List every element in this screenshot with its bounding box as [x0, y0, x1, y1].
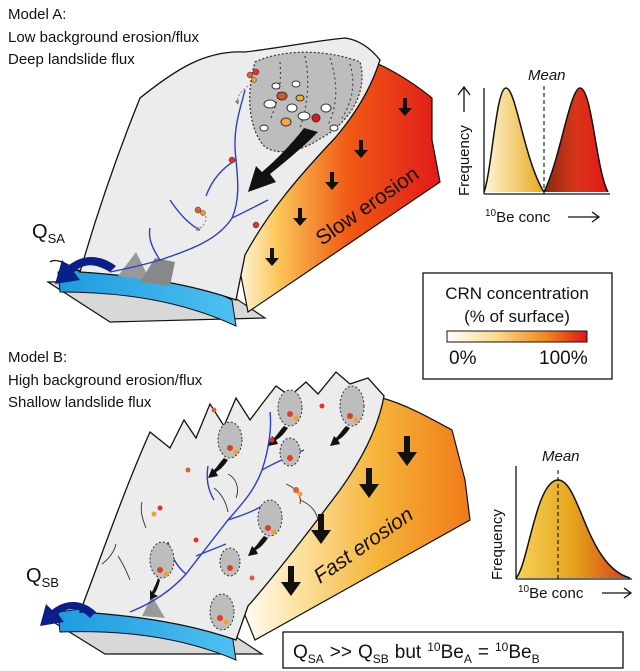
- histogram-b-x-arrow: [602, 587, 633, 599]
- model-a-line2: Deep landslide flux: [8, 51, 135, 68]
- model-a-small-arrow-1: [234, 85, 249, 105]
- model-a-scar-line-1: [269, 61, 282, 121]
- summary-frame: [282, 631, 624, 669]
- model-a-erosion-arrows: [265, 98, 412, 266]
- histogram-a-y-label: Frequency: [456, 125, 473, 196]
- model-a-scar-line-2: [299, 55, 309, 129]
- legend-max-label: 100%: [539, 348, 588, 369]
- model-b-erosion-arrows: [281, 436, 417, 596]
- model-b-line2: Shallow landslide flux: [8, 394, 152, 411]
- model-b-flux-arrow: [40, 601, 96, 626]
- scar-1: [277, 389, 303, 427]
- legend-colorbar: [446, 330, 588, 343]
- model-a-small-slides: [194, 68, 260, 229]
- model-a-block: Slow erosion QSA: [32, 37, 441, 327]
- model-b-title: Model B:: [8, 349, 67, 366]
- scar-2: [339, 385, 365, 427]
- scar-4: [279, 437, 301, 467]
- scar-3: [217, 421, 243, 459]
- histogram-a-low-peak: [484, 88, 544, 192]
- histogram-a-high-peak: [544, 88, 608, 192]
- histogram-b-x-label-main: Be conc: [529, 585, 584, 602]
- histogram-b-x-label: 10Be conc: [518, 584, 584, 602]
- model-b-flux-label: QSB: [26, 565, 59, 590]
- scar-5: [257, 499, 283, 537]
- histogram-a-y-arrow: [457, 85, 471, 112]
- model-a-title: Model A:: [8, 6, 66, 23]
- model-b-debris: [151, 403, 325, 581]
- legend-min-label: 0%: [449, 348, 477, 369]
- model-b-block: Fast erosion QSB: [26, 371, 471, 661]
- histogram-a-x-label-main: Be conc: [496, 209, 551, 226]
- summary-box: QSA >> QSB but 10BeA = 10BeB: [282, 631, 624, 669]
- model-a-landslide-debris: [259, 80, 339, 132]
- scar-6: [149, 541, 175, 579]
- model-a-small-arrow-2: [195, 215, 207, 231]
- summary-text: QSA >> QSB but 10BeA = 10BeB: [293, 640, 540, 666]
- model-b-landslide-scars: [149, 385, 365, 631]
- model-b-flux-label-sub: SB: [42, 575, 59, 590]
- legend-title-line2: (% of surface): [464, 307, 570, 326]
- scar-7: [209, 593, 235, 631]
- histogram-b-y-label: Frequency: [489, 509, 506, 580]
- model-a-fan: [118, 252, 150, 280]
- model-b-fan: [142, 596, 165, 618]
- histogram-b-x-label-super: 10: [518, 584, 530, 595]
- model-a-line1: Low background erosion/flux: [8, 29, 199, 46]
- model-a-landslide-arrow: [248, 128, 318, 192]
- histogram-a-x-label-super: 10: [485, 208, 497, 219]
- scar-8: [219, 547, 241, 577]
- histogram-a-x-label: 10Be conc: [485, 208, 551, 226]
- model-a-fan-2: [140, 258, 175, 286]
- histogram-b: Mean Frequency 10Be conc: [489, 448, 633, 602]
- model-a-scar-line-3: [327, 57, 337, 126]
- model-b-line1: High background erosion/flux: [8, 372, 203, 389]
- histogram-b-peak: [516, 480, 630, 578]
- model-b-flux-label-main: Q: [26, 565, 42, 587]
- legend-frame: [422, 272, 613, 380]
- model-a-flux-label-sub: SA: [48, 231, 66, 246]
- legend-title-line1: CRN concentration: [445, 284, 589, 303]
- model-a-flux-label: QSA: [32, 221, 65, 246]
- histogram-a-mean-label: Mean: [528, 67, 566, 84]
- histogram-b-mean-label: Mean: [542, 448, 580, 465]
- model-a-flux-arrow: [55, 257, 116, 284]
- model-a-scar-line-4: [341, 63, 354, 119]
- model-a-flux-label-main: Q: [32, 221, 48, 243]
- model-a-streams: [109, 89, 269, 273]
- histogram-a: Mean Frequency 10Be conc: [456, 67, 610, 226]
- histogram-a-x-arrow: [568, 211, 601, 223]
- crn-legend: CRN concentration (% of surface) 0% 100%: [422, 272, 613, 380]
